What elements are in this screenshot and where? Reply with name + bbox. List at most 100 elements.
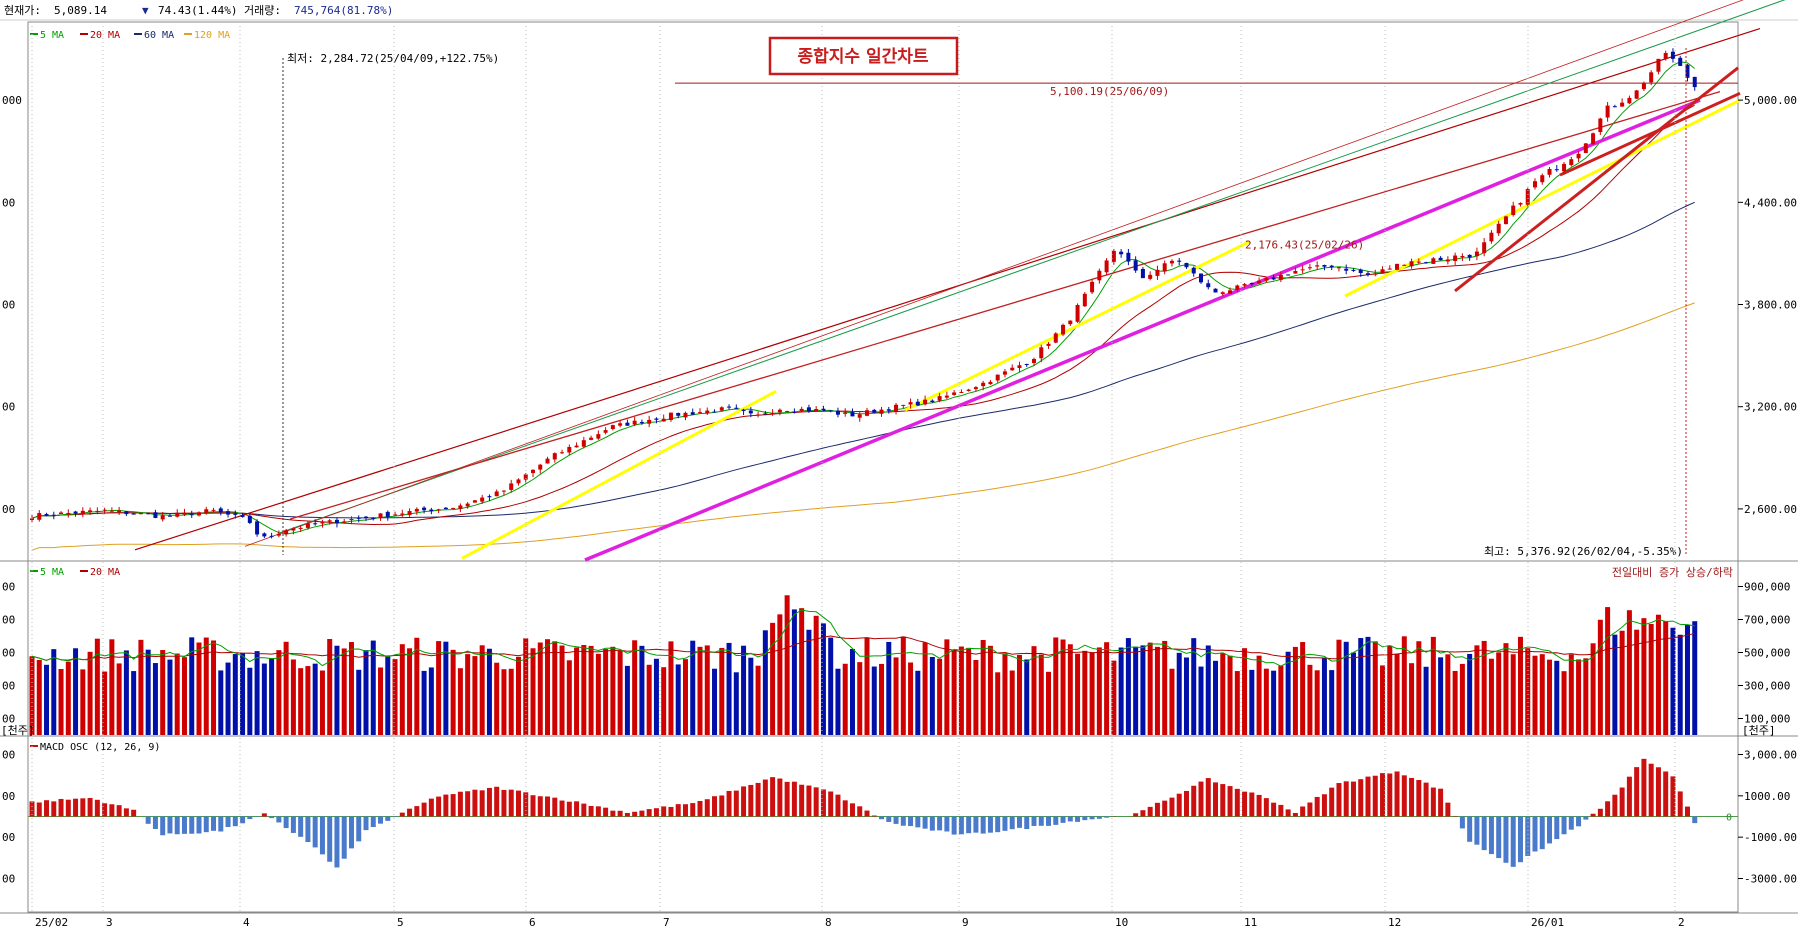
macd-bar bbox=[719, 795, 724, 816]
volume-bar bbox=[1111, 661, 1116, 735]
candle bbox=[967, 390, 971, 391]
macd-bar bbox=[1554, 817, 1559, 840]
candle bbox=[1598, 119, 1602, 132]
candle bbox=[59, 512, 63, 514]
macd-bar bbox=[262, 813, 267, 816]
macd-bar bbox=[1032, 817, 1037, 826]
candle bbox=[1192, 268, 1196, 274]
macd-bar bbox=[1053, 817, 1058, 825]
volume-bar bbox=[1148, 643, 1153, 735]
macd-bar bbox=[1315, 797, 1320, 817]
volume-bar bbox=[545, 639, 550, 735]
volume-bar bbox=[1162, 641, 1167, 735]
macd-bar bbox=[131, 810, 136, 817]
volume-bar bbox=[131, 671, 136, 735]
candle bbox=[487, 496, 491, 497]
volume-bar bbox=[698, 647, 703, 735]
candle bbox=[306, 523, 310, 527]
macd-tick-label: 3,000.00 bbox=[1744, 749, 1797, 762]
macd-bar bbox=[1358, 779, 1363, 816]
candle bbox=[1126, 253, 1130, 262]
volume-bar bbox=[1678, 635, 1683, 735]
candle bbox=[705, 411, 709, 414]
macd-bar bbox=[218, 817, 223, 832]
macd-bar bbox=[1220, 784, 1225, 816]
candle bbox=[691, 412, 695, 414]
macd-zero-label: 0 bbox=[1726, 813, 1732, 824]
price-tick-label-left: 00 bbox=[2, 299, 15, 312]
volume-bar bbox=[886, 642, 891, 735]
volume-bar bbox=[1329, 670, 1334, 735]
candle bbox=[248, 516, 252, 523]
macd-bar bbox=[1438, 789, 1443, 817]
macd-bar bbox=[1678, 791, 1683, 816]
candle bbox=[1148, 275, 1152, 279]
macd-bar bbox=[995, 817, 1000, 833]
volume-bar bbox=[930, 657, 935, 735]
candle bbox=[1410, 261, 1414, 266]
macd-bar bbox=[284, 817, 289, 829]
macd-bar bbox=[552, 798, 557, 817]
macd-bar bbox=[763, 780, 768, 817]
candle bbox=[662, 419, 666, 422]
macd-bar bbox=[465, 791, 470, 816]
volume-bar bbox=[494, 663, 499, 735]
macd-bar bbox=[1460, 817, 1465, 829]
macd-bar bbox=[1061, 817, 1066, 823]
volume-bar bbox=[334, 646, 339, 735]
macd-bar bbox=[1329, 788, 1334, 817]
candle bbox=[1344, 269, 1348, 271]
volume-bar bbox=[1249, 670, 1254, 735]
candle bbox=[400, 514, 404, 515]
volume-bar bbox=[1140, 645, 1145, 735]
macd-bar bbox=[240, 817, 245, 824]
macd-bar bbox=[211, 817, 216, 831]
volume-bar bbox=[1467, 654, 1472, 735]
candle bbox=[241, 515, 245, 517]
macd-bar bbox=[66, 800, 71, 817]
macd-bar bbox=[690, 803, 695, 816]
volume-bar bbox=[1692, 621, 1697, 735]
candle bbox=[1511, 206, 1515, 215]
volume-bar bbox=[160, 650, 165, 735]
macd-bar bbox=[1039, 817, 1044, 826]
volume-bar bbox=[429, 667, 434, 735]
volume-bar bbox=[915, 671, 920, 735]
volume-bar bbox=[80, 669, 85, 735]
candle bbox=[575, 446, 579, 448]
volume-bar bbox=[1554, 661, 1559, 735]
volume-bar bbox=[1460, 664, 1465, 735]
macd-bar bbox=[313, 817, 318, 848]
macd-bar bbox=[988, 817, 993, 833]
macd-bar bbox=[414, 806, 419, 816]
candle bbox=[1475, 252, 1479, 257]
macd-bar bbox=[828, 791, 833, 816]
candle bbox=[1489, 233, 1493, 242]
candle bbox=[1003, 371, 1007, 374]
volume-bar bbox=[1380, 665, 1385, 735]
legend-5-ma: 5 MA bbox=[40, 30, 64, 41]
candle bbox=[1243, 284, 1247, 286]
macd-bar bbox=[1082, 817, 1087, 821]
candle bbox=[1431, 258, 1435, 264]
candle bbox=[727, 407, 731, 408]
macd-bar bbox=[88, 798, 93, 817]
candle bbox=[313, 523, 317, 524]
candle bbox=[349, 519, 353, 520]
volume-tick-label-left: 00 bbox=[2, 614, 15, 627]
volume-bar bbox=[1627, 610, 1632, 735]
x-tick-label: 9 bbox=[962, 916, 969, 929]
candle bbox=[1141, 269, 1145, 278]
macd-bar bbox=[487, 788, 492, 817]
candle bbox=[807, 407, 811, 411]
candle bbox=[1693, 77, 1697, 87]
volume-bar bbox=[1075, 654, 1080, 735]
volume-bar bbox=[1061, 640, 1066, 735]
candle bbox=[364, 517, 368, 518]
macd-bar bbox=[226, 817, 231, 828]
macd-bar bbox=[291, 817, 296, 833]
candle bbox=[1279, 275, 1283, 280]
candle bbox=[1105, 260, 1109, 272]
macd-bar bbox=[1424, 783, 1429, 817]
